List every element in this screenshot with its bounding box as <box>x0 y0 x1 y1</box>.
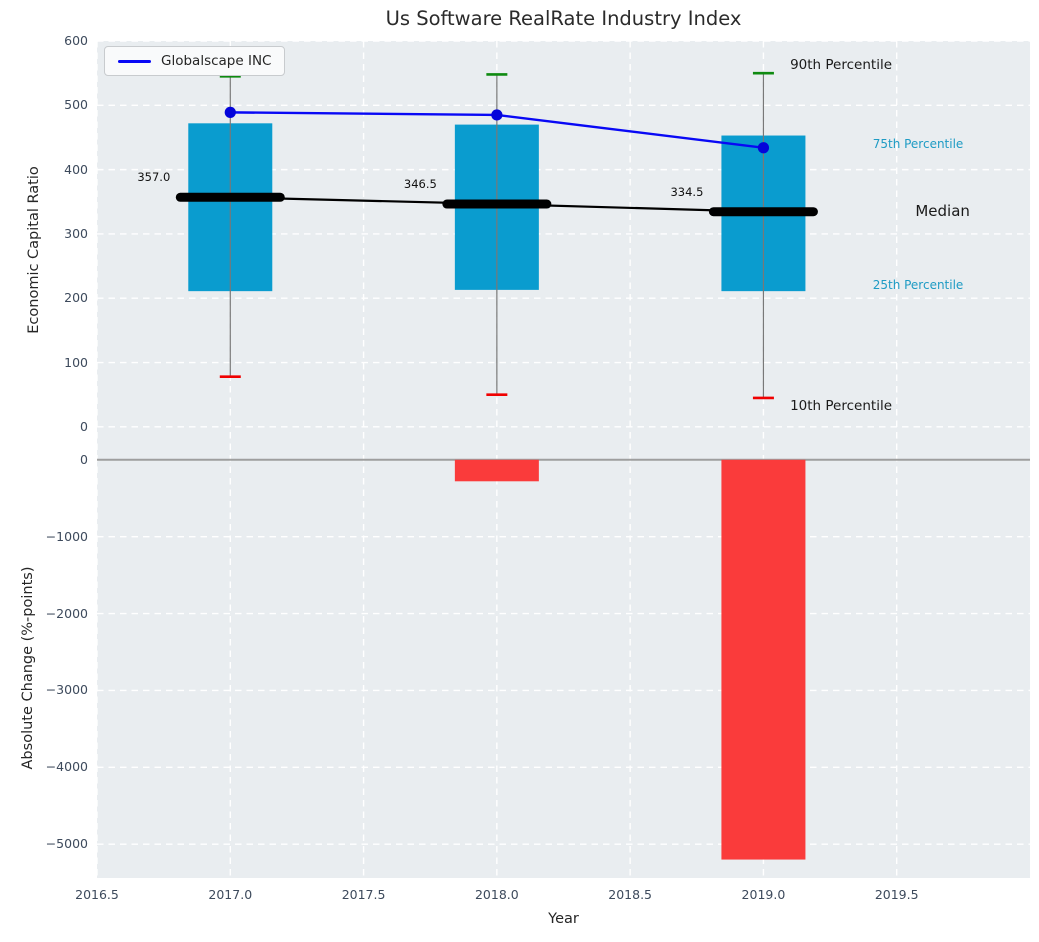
median-value-label: 346.5 <box>403 177 437 192</box>
y-tick-label-top: 0 <box>80 418 88 434</box>
annotation-10th-percentile: 10th Percentile <box>790 398 893 415</box>
legend: Globalscape INC <box>104 46 286 76</box>
y-tick-label-top: 100 <box>64 354 88 370</box>
annotation-90th-percentile: 90th Percentile <box>790 57 893 74</box>
company-point-2018 <box>491 109 503 121</box>
y-tick-label-bottom: −3000 <box>45 682 88 698</box>
y-tick-label-bottom: −5000 <box>45 836 88 852</box>
change-bar-2018 <box>454 459 539 482</box>
company-point-2019 <box>757 142 770 154</box>
annotation-25th-percentile: 25th Percentile <box>872 277 964 292</box>
y-tick-label-bottom: 0 <box>80 451 88 467</box>
y-tick-label-bottom: −1000 <box>45 528 88 544</box>
chart-title: Us Software RealRate Industry Index <box>385 7 742 30</box>
change-bar-2019 <box>721 459 806 860</box>
median-value-label: 357.0 <box>137 170 171 185</box>
legend-label: Globalscape INC <box>161 53 272 69</box>
annotation-median: Median <box>915 201 970 220</box>
y-tick-label-top: 200 <box>64 290 88 306</box>
company-point-2017 <box>224 106 236 118</box>
x-tick-label: 2018.0 <box>474 887 519 902</box>
annotation-75th-percentile: 75th Percentile <box>872 136 964 151</box>
x-tick-label: 2016.5 <box>75 887 119 902</box>
y-tick-label-top: 300 <box>64 225 88 241</box>
y-tick-label-bottom: −4000 <box>45 759 88 775</box>
median-value-label: 334.5 <box>670 184 704 199</box>
y-tick-label-bottom: −2000 <box>45 605 88 621</box>
x-tick-label: 2017.0 <box>208 887 253 902</box>
bottom-axes-background <box>97 459 1030 878</box>
y-tick-label-top: 500 <box>64 97 88 113</box>
y-tick-label-top: 400 <box>64 161 88 177</box>
legend-line-icon <box>118 59 151 63</box>
x-tick-label: 2017.5 <box>341 887 386 902</box>
x-axis-label: Year <box>548 911 579 927</box>
x-tick-label: 2019.5 <box>874 887 919 902</box>
x-tick-label: 2018.5 <box>608 887 653 902</box>
y-tick-label-top: 600 <box>64 33 88 48</box>
x-tick-label: 2019.0 <box>741 887 786 902</box>
